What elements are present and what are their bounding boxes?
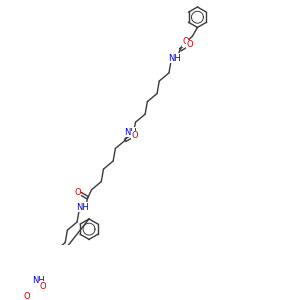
Text: NH: NH [76, 202, 89, 211]
Text: NH: NH [124, 128, 137, 136]
Text: NH: NH [32, 276, 45, 285]
Text: O: O [24, 292, 30, 300]
Text: O: O [187, 40, 194, 50]
Text: O: O [182, 38, 189, 46]
Text: O: O [40, 282, 46, 291]
Text: NH: NH [168, 53, 181, 62]
Text: O: O [132, 131, 138, 140]
Text: O: O [74, 188, 81, 197]
